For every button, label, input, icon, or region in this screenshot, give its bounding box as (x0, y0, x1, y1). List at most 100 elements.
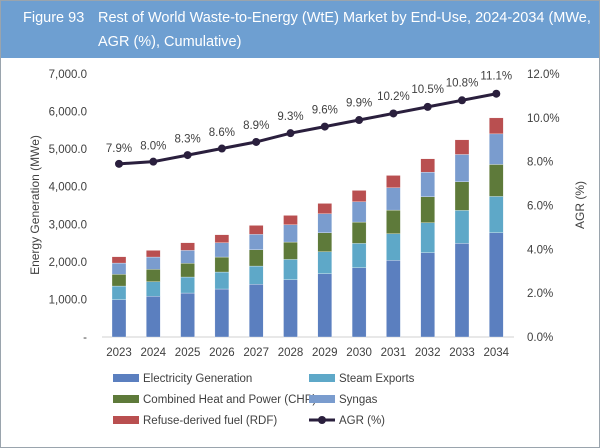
bar-segment (420, 196, 435, 223)
agr-data-label: 9.6% (312, 104, 338, 116)
bar-segment (386, 233, 401, 261)
bar-segment (386, 260, 401, 338)
bar-segment (317, 251, 332, 274)
agr-point (217, 144, 226, 153)
bar-segment (249, 284, 264, 338)
x-tick-label: 2025 (175, 347, 201, 359)
bar-segment (454, 139, 470, 155)
x-tick-label: 2030 (346, 347, 372, 359)
bar-segment (386, 175, 401, 188)
legend-label: Electricity Generation (143, 373, 252, 385)
y-right-tick-label: 8.0% (527, 157, 553, 169)
bar-segment (420, 252, 435, 338)
agr-point (355, 116, 364, 125)
agr-data-label: 11.1% (480, 71, 512, 83)
bar-segment (317, 203, 332, 214)
bar-segment (180, 276, 195, 294)
legend-label: Syngas (339, 394, 378, 406)
bar-segment (317, 232, 332, 252)
bar-segment (111, 262, 127, 275)
bar-segment (351, 221, 367, 244)
agr-point (149, 157, 158, 166)
legend-swatch (309, 374, 335, 382)
bar-segment (111, 285, 127, 300)
bar-segment (386, 209, 401, 234)
y-tick-label: 6,000.0 (49, 107, 87, 119)
y-right-tick-label: 0.0% (527, 332, 553, 344)
bar-segment (214, 288, 230, 338)
x-tick-label: 2027 (243, 347, 269, 359)
bar-segment (249, 249, 264, 267)
x-tick-label: 2029 (312, 347, 338, 359)
agr-point (492, 89, 501, 98)
agr-point (320, 122, 329, 131)
x-tick-label: 2032 (415, 347, 441, 359)
y-tick-label: 2,000.0 (49, 257, 87, 269)
bar-segment (249, 234, 264, 250)
bar-segment (420, 171, 435, 197)
y-tick-label: 3,000.0 (49, 219, 87, 231)
y-tick-label: 7,000.0 (49, 69, 87, 81)
bar-segment (146, 281, 161, 297)
y-right-tick-label: 6.0% (527, 201, 553, 213)
bar-segment (180, 242, 195, 251)
bar-segment (283, 259, 298, 280)
bar-segment (214, 242, 230, 258)
bar-segment (146, 269, 161, 282)
bar-segment (420, 222, 435, 253)
legend-label: Combined Heat and Power (CHP) (143, 394, 316, 406)
y-right-tick-label: 12.0% (527, 69, 560, 81)
y-axis-label: Energy Generation (MWe) (28, 135, 42, 275)
agr-line (118, 92, 497, 166)
figure-label: Figure 93 (23, 10, 85, 26)
agr-point (115, 159, 123, 168)
agr-point (458, 96, 466, 105)
bar-segment (489, 164, 504, 197)
bar-segment (180, 292, 195, 338)
x-tick-label: 2026 (209, 347, 235, 359)
agr-data-label: 9.9% (346, 98, 372, 110)
y-right-tick-label: 10.0% (527, 113, 560, 125)
figure-title: Rest of World Waste-to-Energy (WtE) Mark… (98, 10, 591, 50)
bar-segment (351, 267, 367, 338)
bar-segment (111, 274, 127, 287)
x-tick-label: 2024 (141, 347, 167, 359)
agr-point (286, 129, 295, 138)
bar-segment (146, 256, 161, 270)
agr-point (183, 151, 192, 160)
bar-segment (249, 265, 264, 285)
legend-swatch (309, 395, 335, 403)
bar-segment (214, 234, 230, 243)
legend-swatch (113, 416, 139, 424)
bar-segment (180, 250, 195, 264)
y-tick-label: 4,000.0 (49, 182, 87, 194)
bar-segment (146, 296, 161, 338)
bar-segment (111, 256, 127, 264)
bar-segment (454, 181, 470, 211)
agr-data-label: 8.6% (209, 127, 235, 139)
agr-data-label: 10.2% (377, 91, 410, 103)
agr-data-label: 8.0% (140, 140, 166, 152)
bar-segment (420, 158, 435, 173)
legend-label: Refuse-derived fuel (RDF) (143, 415, 277, 427)
bar-segment (214, 271, 230, 290)
bar-segment (283, 279, 298, 338)
bar-segment (317, 273, 332, 338)
bar-segment (489, 133, 504, 165)
legend-label: Steam Exports (339, 373, 415, 385)
x-tick-label: 2023 (106, 347, 132, 359)
bar-segment (351, 243, 367, 268)
bar-segment (489, 117, 504, 135)
legend-label: AGR (%) (339, 415, 385, 427)
agr-point (423, 102, 432, 111)
bar-segment (489, 196, 504, 233)
bar-segment (214, 256, 230, 273)
y-tick-label: - (83, 332, 87, 344)
y-tick-label: 5,000.0 (49, 144, 87, 156)
legend-line-marker (318, 416, 326, 424)
bar-segment (180, 263, 195, 278)
x-tick-label: 2031 (381, 347, 407, 359)
agr-data-label: 10.8% (446, 77, 479, 89)
